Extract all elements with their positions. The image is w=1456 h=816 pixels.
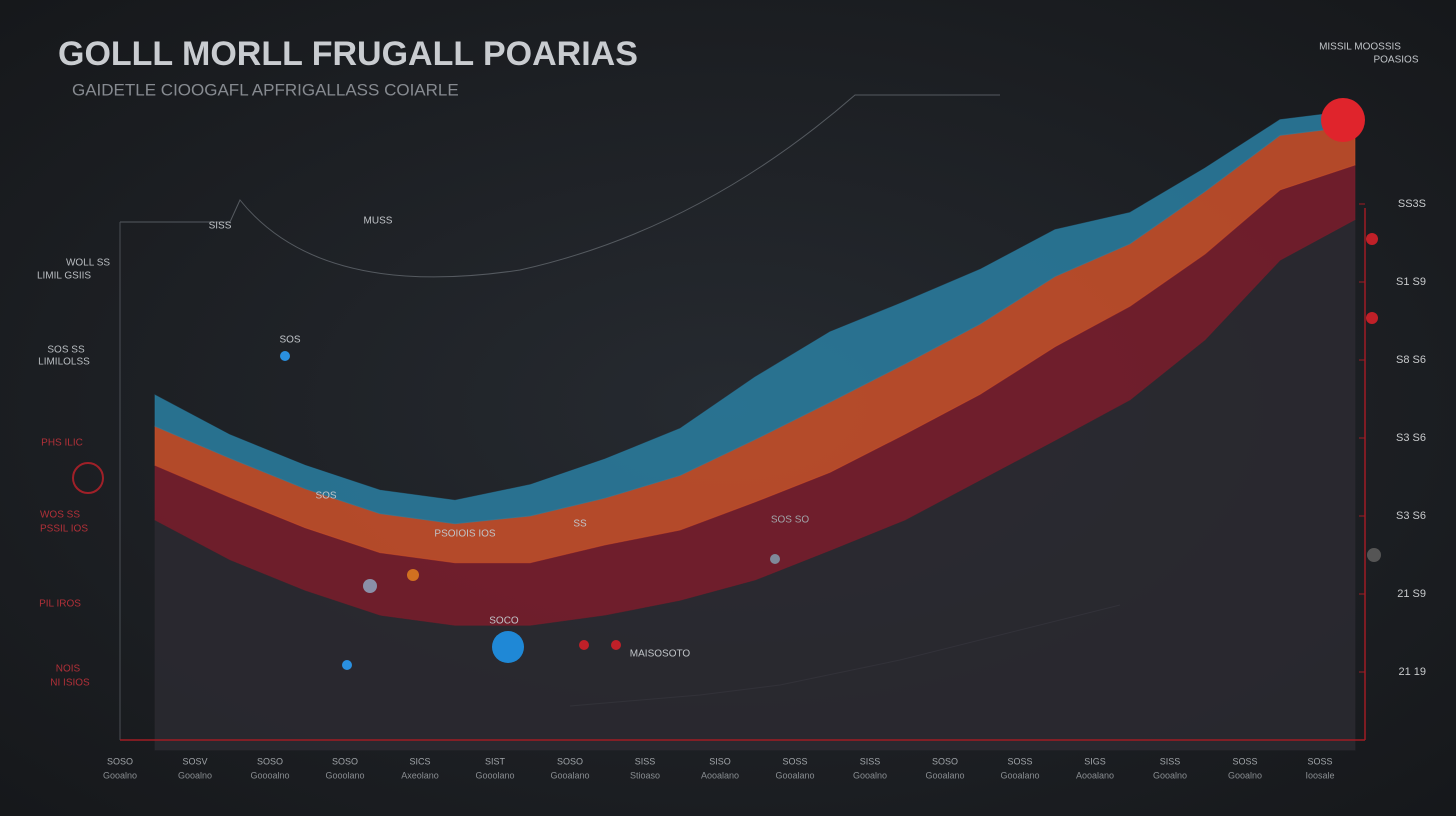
x-tick-label: SOSO	[107, 756, 133, 766]
x-tick-label: SOSS	[1007, 756, 1032, 766]
x-tick-label: SOSO	[257, 756, 283, 766]
marker	[363, 579, 377, 593]
marker	[1367, 548, 1381, 562]
x-tick-label: SOSS	[782, 756, 807, 766]
annotation: LIMIL GSIIS	[37, 271, 91, 282]
x-tick-sublabel: Ioosale	[1305, 770, 1334, 780]
x-tick-label: SIGS	[1084, 756, 1106, 766]
marks	[154, 109, 1356, 751]
annotation: SOCO	[489, 616, 519, 627]
marker	[611, 640, 621, 650]
x-tick-sublabel: Gooolano	[475, 770, 514, 780]
annotation: SOS SS	[47, 345, 85, 356]
annotation: PSSIL IOS	[40, 524, 88, 535]
x-tick-sublabel: Gooalano	[925, 770, 964, 780]
annotation: NOIS	[56, 664, 81, 675]
marker	[579, 640, 589, 650]
annotation: PIL IROS	[39, 599, 81, 610]
x-tick-label: SICS	[409, 756, 430, 766]
y-tick-label: S3 S6	[1396, 432, 1426, 444]
x-tick-sublabel: Gooalano	[775, 770, 814, 780]
x-tick-label: SISS	[860, 756, 881, 766]
x-tick-label: SOSV	[182, 756, 207, 766]
annotation: SISS	[209, 221, 232, 232]
annotation: PSOIOIS IOS	[434, 529, 495, 540]
x-tick-sublabel: Aooalano	[1076, 770, 1114, 780]
annotation: MISSIL MOOSSIS	[1319, 42, 1401, 53]
marker	[770, 554, 780, 564]
y-tick-label: S3 S6	[1396, 510, 1426, 522]
annotation: WOLL SS	[66, 258, 110, 269]
x-tick-label: SISS	[1160, 756, 1181, 766]
y-tick-label: S1 S9	[1396, 276, 1426, 288]
y-tick-label: 21 S9	[1397, 588, 1426, 600]
chart-subtitle: GAIDETLE CIOOGAFL APFRIGALLASS COIARLE	[72, 80, 459, 99]
y-tick-label: SS3S	[1398, 198, 1426, 210]
annotation: SS	[573, 519, 587, 530]
x-tick-sublabel: Gooalno	[1153, 770, 1187, 780]
x-tick-sublabel: Gooalno	[1228, 770, 1262, 780]
x-tick-label: SISO	[709, 756, 731, 766]
annotation: NI ISIOS	[50, 678, 90, 689]
chart-title: GOLLL MORLL FRUGALL POARIAS	[58, 35, 638, 73]
x-tick-sublabel: Axeolano	[401, 770, 439, 780]
marker	[407, 569, 419, 581]
y-tick-label: 21 19	[1398, 666, 1426, 678]
annotation: SOS SO	[771, 515, 810, 526]
x-tick-sublabel: Gooolano	[325, 770, 364, 780]
x-tick-sublabel: Gooalno	[178, 770, 212, 780]
marker	[492, 631, 524, 663]
x-tick-sublabel: Goooalno	[250, 770, 289, 780]
annotation: MUSS	[364, 216, 393, 227]
x-tick-sublabel: Gooalano	[1000, 770, 1039, 780]
annotation: LIMILOLSS	[38, 357, 90, 368]
marker	[1321, 98, 1365, 142]
marker	[1366, 312, 1378, 324]
marker	[72, 462, 104, 494]
x-tick-label: SOSS	[1232, 756, 1257, 766]
x-tick-label: SOSO	[932, 756, 958, 766]
annotation: WOS SS	[40, 510, 80, 521]
marker	[280, 351, 290, 361]
marker	[1366, 233, 1378, 245]
annotation: POASIOS	[1373, 55, 1418, 66]
x-tick-sublabel: Aooalano	[701, 770, 739, 780]
x-tick-label: SISS	[635, 756, 656, 766]
x-tick-sublabel: Stioaso	[630, 770, 660, 780]
x-tick-sublabel: Gooalno	[103, 770, 137, 780]
x-tick-sublabel: Gooalano	[550, 770, 589, 780]
annotation: PHS ILIC	[41, 438, 83, 449]
annotation: SOS	[315, 491, 336, 502]
x-tick-label: SOSO	[332, 756, 358, 766]
y-tick-label: S8 S6	[1396, 354, 1426, 366]
x-tick-sublabel: Gooalno	[853, 770, 887, 780]
x-tick-label: SOSS	[1307, 756, 1332, 766]
marker	[342, 660, 352, 670]
annotation: MAISOSOTO	[630, 649, 691, 660]
x-tick-label: SIST	[485, 756, 506, 766]
annotation: SOS	[279, 335, 300, 346]
guide-line	[120, 94, 1000, 278]
x-tick-label: SOSO	[557, 756, 583, 766]
